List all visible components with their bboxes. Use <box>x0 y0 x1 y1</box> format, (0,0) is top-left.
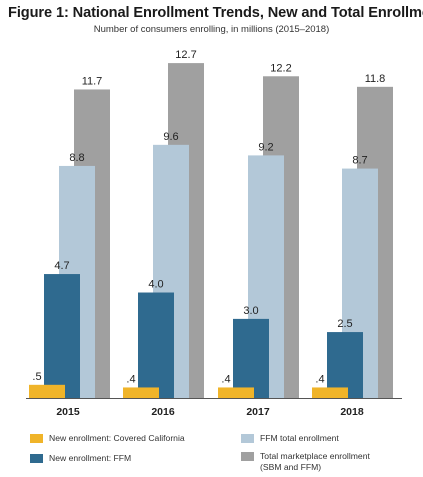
data-label-new-enrollment-ffm-2017: 3.0 <box>243 305 258 317</box>
data-label-total-marketplace-enrollment-sbm-and-ffm-2017: 12.2 <box>270 62 291 74</box>
legend-swatch <box>241 452 254 461</box>
bar-new-enrollment-covered-california-2018 <box>312 387 348 398</box>
x-tick-label-2017: 2017 <box>246 406 270 418</box>
data-label-total-marketplace-enrollment-sbm-and-ffm-2015: 11.7 <box>82 75 103 87</box>
legend-label: Total marketplace enrollment (SBM and FF… <box>260 451 370 472</box>
bar-new-enrollment-ffm-2016 <box>138 292 174 398</box>
chart-title: Figure 1: National Enrollment Trends, Ne… <box>8 5 423 21</box>
bar-new-enrollment-covered-california-2017 <box>218 387 254 398</box>
bar-new-enrollment-ffm-2015 <box>44 274 80 398</box>
data-label-new-enrollment-ffm-2016: 4.0 <box>148 279 163 291</box>
legend-swatch <box>241 434 254 443</box>
data-label-ffm-total-enrollment-2015: 8.8 <box>69 152 84 164</box>
legend-item-total-marketplace: Total marketplace enrollment (SBM and FF… <box>241 451 391 473</box>
data-label-new-enrollment-ffm-2015: 4.7 <box>54 260 69 272</box>
x-tick-label-2016: 2016 <box>151 406 175 418</box>
chart-subtitle: Number of consumers enrolling, in millio… <box>93 24 330 35</box>
legend-item-ffm-total: FFM total enrollment <box>241 433 339 444</box>
legend-swatch <box>30 434 43 443</box>
data-label-new-enrollment-covered-california-2017: .4 <box>221 373 230 385</box>
x-tick-label-2015: 2015 <box>56 406 80 418</box>
data-label-new-enrollment-covered-california-2018: .4 <box>315 373 324 385</box>
bar-new-enrollment-covered-california-2016 <box>123 387 159 398</box>
data-label-new-enrollment-covered-california-2015: .5 <box>32 371 41 383</box>
data-label-new-enrollment-ffm-2018: 2.5 <box>337 318 352 330</box>
bar-new-enrollment-ffm-2017 <box>233 318 269 398</box>
data-label-ffm-total-enrollment-2018: 8.7 <box>352 155 367 167</box>
bar-new-enrollment-ffm-2018 <box>327 332 363 398</box>
data-label-total-marketplace-enrollment-sbm-and-ffm-2018: 11.8 <box>365 73 386 85</box>
legend-item-ffm-new: New enrollment: FFM <box>30 453 131 464</box>
x-tick-label-2018: 2018 <box>340 406 364 418</box>
legend-swatch <box>30 454 43 463</box>
legend-label: New enrollment: FFM <box>49 453 132 463</box>
bar-new-enrollment-covered-california-2015 <box>29 384 65 398</box>
legend-label: FFM total enrollment <box>260 433 339 443</box>
legend-item-covered-california: New enrollment: Covered California <box>30 433 185 444</box>
data-label-ffm-total-enrollment-2017: 9.2 <box>258 141 273 153</box>
data-label-ffm-total-enrollment-2016: 9.6 <box>163 131 178 143</box>
legend-label: New enrollment: Covered California <box>49 433 185 443</box>
data-label-total-marketplace-enrollment-sbm-and-ffm-2016: 12.7 <box>175 49 196 61</box>
data-label-new-enrollment-covered-california-2016: .4 <box>126 373 135 385</box>
